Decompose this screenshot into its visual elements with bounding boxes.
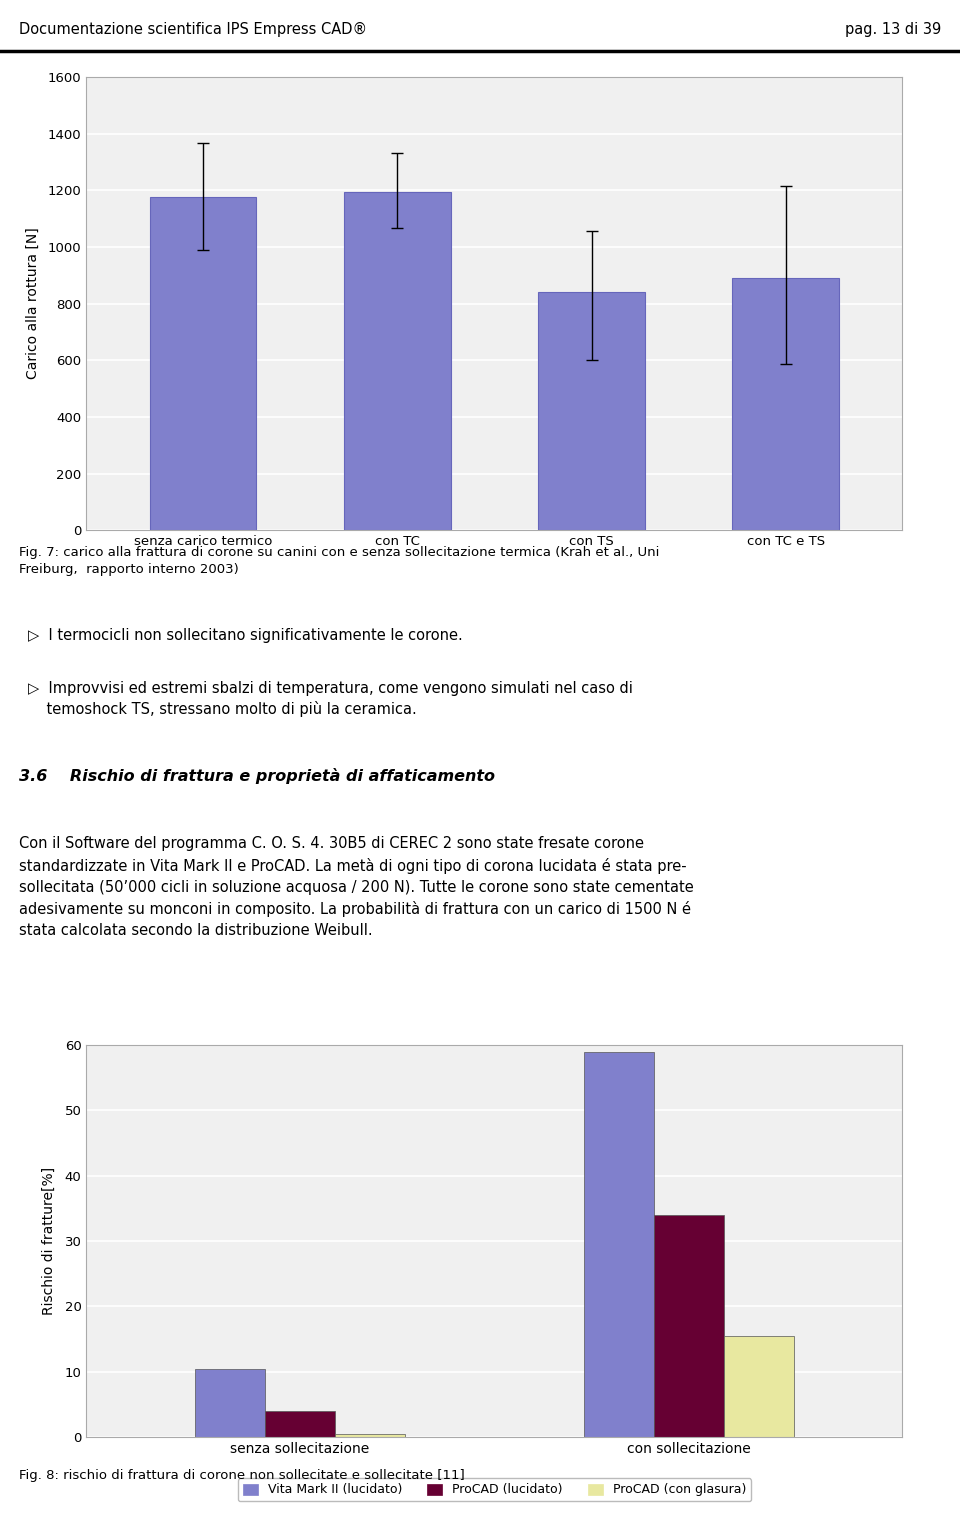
Bar [195,1368,265,1437]
Bar [724,1336,794,1437]
Bar [344,192,450,530]
Y-axis label: Carico alla rottura [N]: Carico alla rottura [N] [26,227,39,380]
Text: pag. 13 di 39: pag. 13 di 39 [845,22,941,37]
Bar [335,1434,405,1437]
Legend: Vita Mark II (lucidato), ProCAD (lucidato), ProCAD (con glasura): Vita Mark II (lucidato), ProCAD (lucidat… [238,1479,751,1502]
Text: 3.6    Rischio di frattura e proprietà di affaticamento: 3.6 Rischio di frattura e proprietà di a… [19,768,495,784]
Bar [539,292,645,530]
Y-axis label: Rischio di fratture[%]: Rischio di fratture[%] [42,1167,57,1316]
Bar [732,278,839,530]
Text: ▷  Improvvisi ed estremi sbalzi di temperatura, come vengono simulati nel caso d: ▷ Improvvisi ed estremi sbalzi di temper… [29,681,634,718]
Text: Fig. 7: carico alla frattura di corone su canini con e senza sollecitazione term: Fig. 7: carico alla frattura di corone s… [19,546,660,576]
Bar [150,197,256,530]
Bar [584,1051,654,1437]
Bar [265,1411,335,1437]
Text: ▷  I termocicli non sollecitano significativamente le corone.: ▷ I termocicli non sollecitano significa… [29,629,463,642]
Bar [654,1214,724,1437]
Text: Fig. 8: rischio di frattura di corone non sollecitate e sollecitate [11]: Fig. 8: rischio di frattura di corone no… [19,1469,465,1482]
Text: Documentazione scientifica IPS Empress CAD®: Documentazione scientifica IPS Empress C… [19,22,368,37]
Text: Con il Software del programma C. O. S. 4. 30B5 di CEREC 2 sono state fresate cor: Con il Software del programma C. O. S. 4… [19,836,694,938]
